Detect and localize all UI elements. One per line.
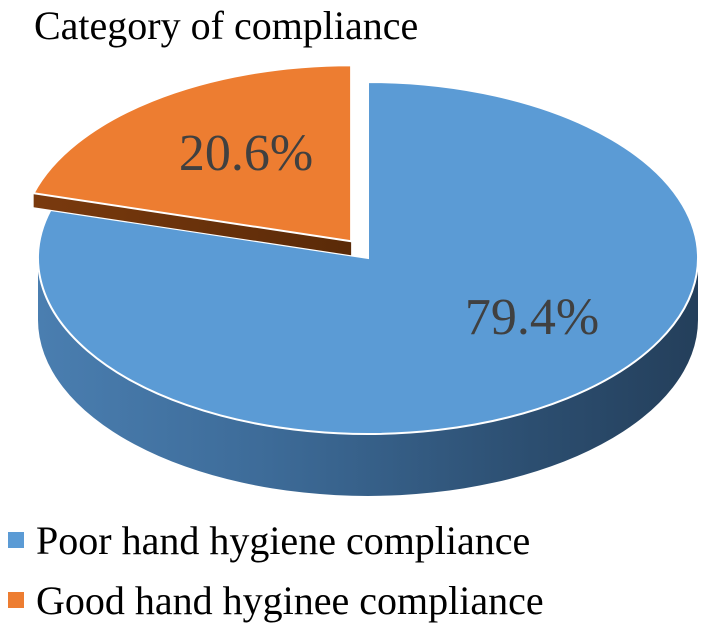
legend-label-good: Good hand hyginee compliance [36, 577, 544, 623]
legend-item-good: Good hand hyginee compliance [8, 570, 544, 630]
pie-slice-poor-side [38, 258, 698, 496]
legend: Poor hand hygiene compliance Good hand h… [8, 510, 544, 630]
legend-swatch-good [8, 592, 24, 608]
pie-slice-good [32, 64, 353, 243]
chart-title: Category of compliance [34, 3, 419, 48]
pie-slice-poor [37, 80, 699, 435]
legend-item-poor: Poor hand hygiene compliance [8, 510, 544, 570]
legend-swatch-poor [8, 532, 24, 548]
pie-slice-good-side [33, 193, 352, 256]
data-label-good: 20.6% [179, 125, 313, 182]
legend-label-poor: Poor hand hygiene compliance [36, 517, 531, 563]
data-label-poor: 79.4% [465, 289, 599, 346]
